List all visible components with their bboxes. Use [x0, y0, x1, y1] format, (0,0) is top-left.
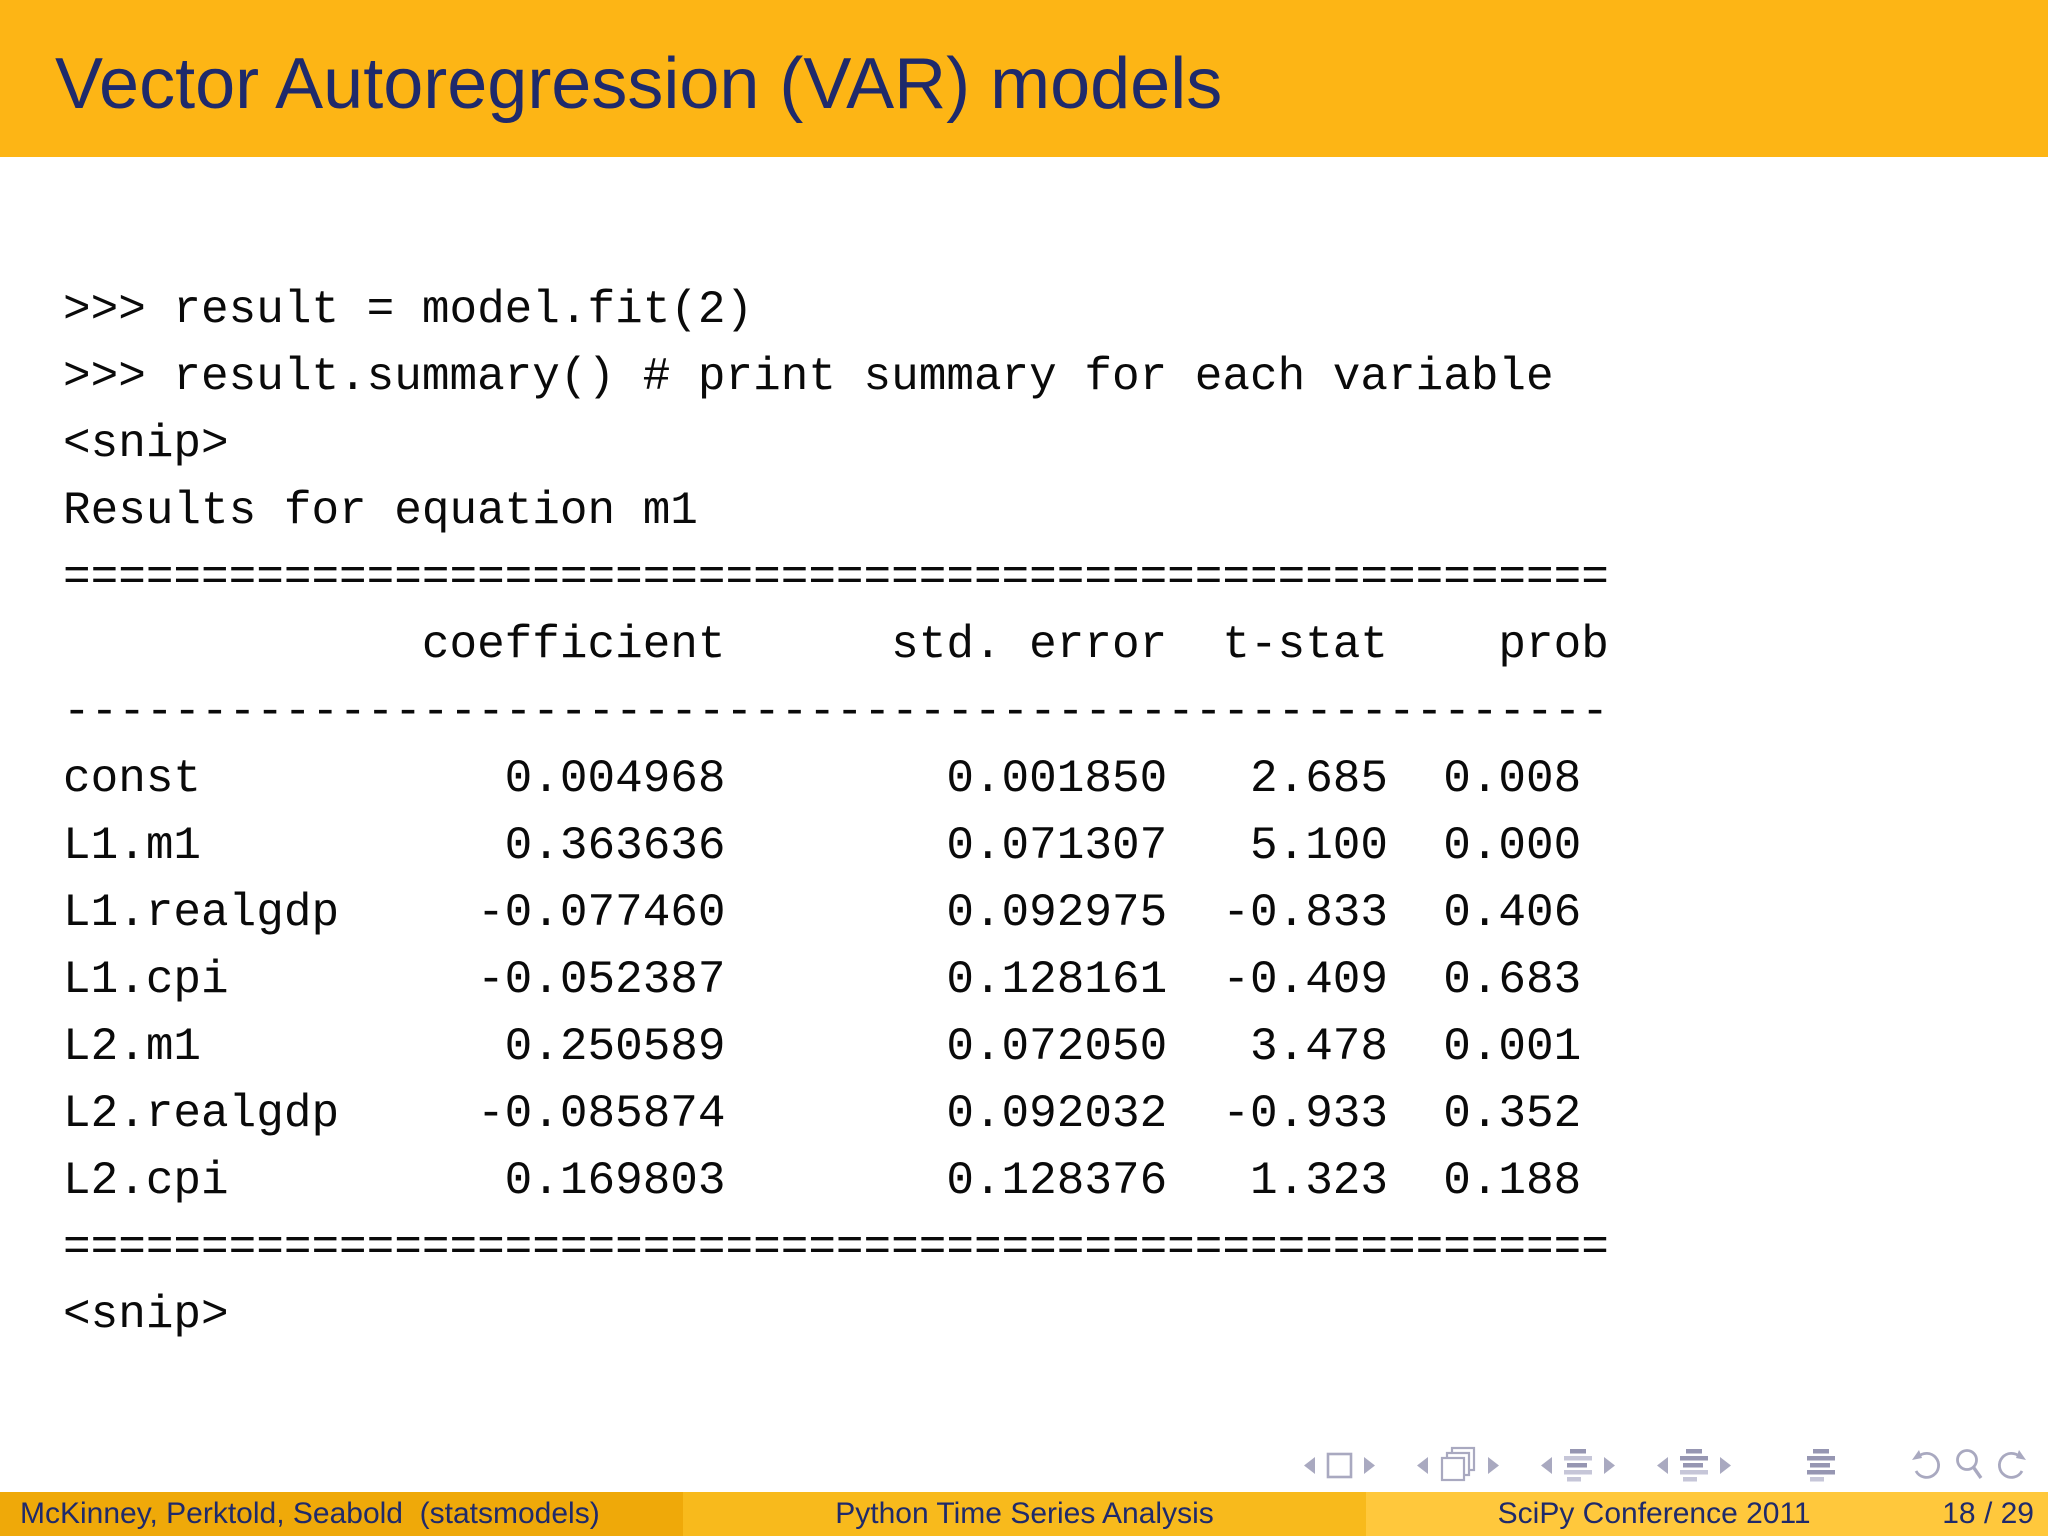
footer-talk-title: Python Time Series Analysis — [835, 1497, 1214, 1530]
footer-info-box: SciPy Conference 2011 18 / 29 — [1366, 1492, 2048, 1536]
go-back-icon[interactable] — [1910, 1447, 1944, 1483]
subsection-icon[interactable] — [1563, 1447, 1593, 1483]
footer-authors: McKinney, Perktold, Seabold (statsmodels… — [20, 1497, 600, 1530]
next-frame-arrow-icon[interactable] — [1487, 1456, 1500, 1475]
next-slide-arrow-icon[interactable] — [1363, 1456, 1376, 1475]
prev-slide-arrow-icon[interactable] — [1303, 1456, 1316, 1475]
slide-icon[interactable] — [1326, 1452, 1353, 1479]
prev-subsection-arrow-icon[interactable] — [1540, 1456, 1553, 1475]
footer-authors-box: McKinney, Perktold, Seabold (statsmodels… — [0, 1492, 683, 1536]
prev-section-arrow-icon[interactable] — [1656, 1456, 1669, 1475]
go-forward-icon[interactable] — [1994, 1447, 2028, 1483]
pdf-navigation-bar — [1303, 1444, 2028, 1486]
footer-talk-title-box: Python Time Series Analysis — [683, 1492, 1366, 1536]
section-icon[interactable] — [1679, 1447, 1709, 1483]
next-subsection-arrow-icon[interactable] — [1603, 1456, 1616, 1475]
next-section-arrow-icon[interactable] — [1719, 1456, 1732, 1475]
console-output: >>> result = model.fit(2) >>> result.sum… — [63, 284, 1609, 1341]
footer-bar: McKinney, Perktold, Seabold (statsmodels… — [0, 1492, 2048, 1536]
search-icon[interactable] — [1954, 1447, 1984, 1483]
frames-icon[interactable] — [1439, 1446, 1477, 1484]
footer-conference: SciPy Conference 2011 — [1497, 1497, 1811, 1530]
footer-page-number: 18 / 29 — [1942, 1497, 2034, 1530]
slide-title: Vector Autoregression (VAR) models — [55, 43, 1223, 124]
slide-title-bar: Vector Autoregression (VAR) models — [0, 0, 2048, 157]
prev-frame-arrow-icon[interactable] — [1416, 1456, 1429, 1475]
presentation-icon[interactable] — [1806, 1447, 1836, 1483]
